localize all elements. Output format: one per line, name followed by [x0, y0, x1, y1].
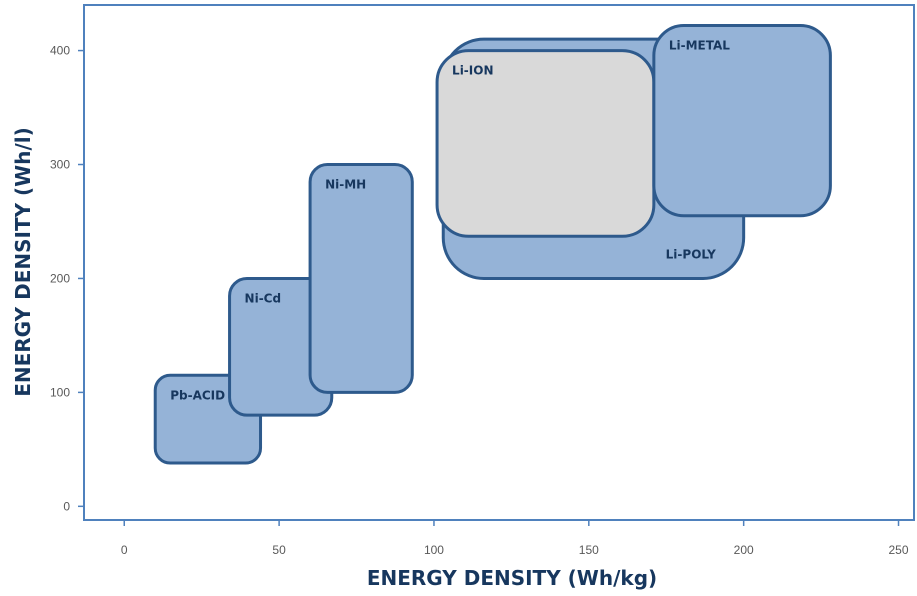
x-tick-label: 250 [888, 543, 908, 557]
x-axis-title: ENERGY DENSITY (Wh/kg) [367, 566, 657, 590]
region-li-metal-shape [652, 24, 832, 218]
region-li-metal: Li-METAL [652, 24, 832, 218]
region-ni-mh-label: Ni-MH [325, 178, 366, 192]
region-li-poly-label: Li-POLY [666, 247, 717, 261]
x-tick-label: 100 [424, 543, 444, 557]
y-tick-label: 0 [63, 499, 70, 513]
region-ni-cd: Ni-Cd [228, 276, 334, 417]
chart-regions: Pb-ACID Ni-Cd Ni-MH Li-POLY Li-ION Li-METAL [153, 24, 832, 465]
x-tick-label: 150 [579, 543, 599, 557]
region-li-ion: Li-ION [435, 49, 656, 238]
y-tick-label: 300 [50, 158, 70, 172]
y-tick-label: 100 [50, 385, 70, 399]
region-li-ion-label: Li-ION [452, 64, 493, 78]
y-tick-label: 200 [50, 271, 70, 285]
region-pb-acid-label: Pb-ACID [170, 388, 225, 402]
region-li-metal-label: Li-METAL [669, 39, 730, 53]
region-li-ion-shape [435, 49, 656, 238]
x-axis-ticks: 0 50 100 150 200 250 [121, 520, 909, 557]
x-tick-label: 200 [734, 543, 754, 557]
plot-frame [83, 4, 915, 521]
y-tick-label: 400 [50, 44, 70, 58]
region-ni-mh-shape [308, 163, 414, 394]
region-ni-cd-label: Ni-Cd [245, 291, 282, 305]
x-tick-label: 50 [272, 543, 286, 557]
x-tick-label: 0 [121, 543, 128, 557]
y-axis-ticks: 0 100 200 300 400 [50, 44, 84, 513]
region-ni-mh: Ni-MH [308, 163, 414, 394]
y-axis-title: ENERGY DENSITY (Wh/l) [11, 127, 35, 397]
